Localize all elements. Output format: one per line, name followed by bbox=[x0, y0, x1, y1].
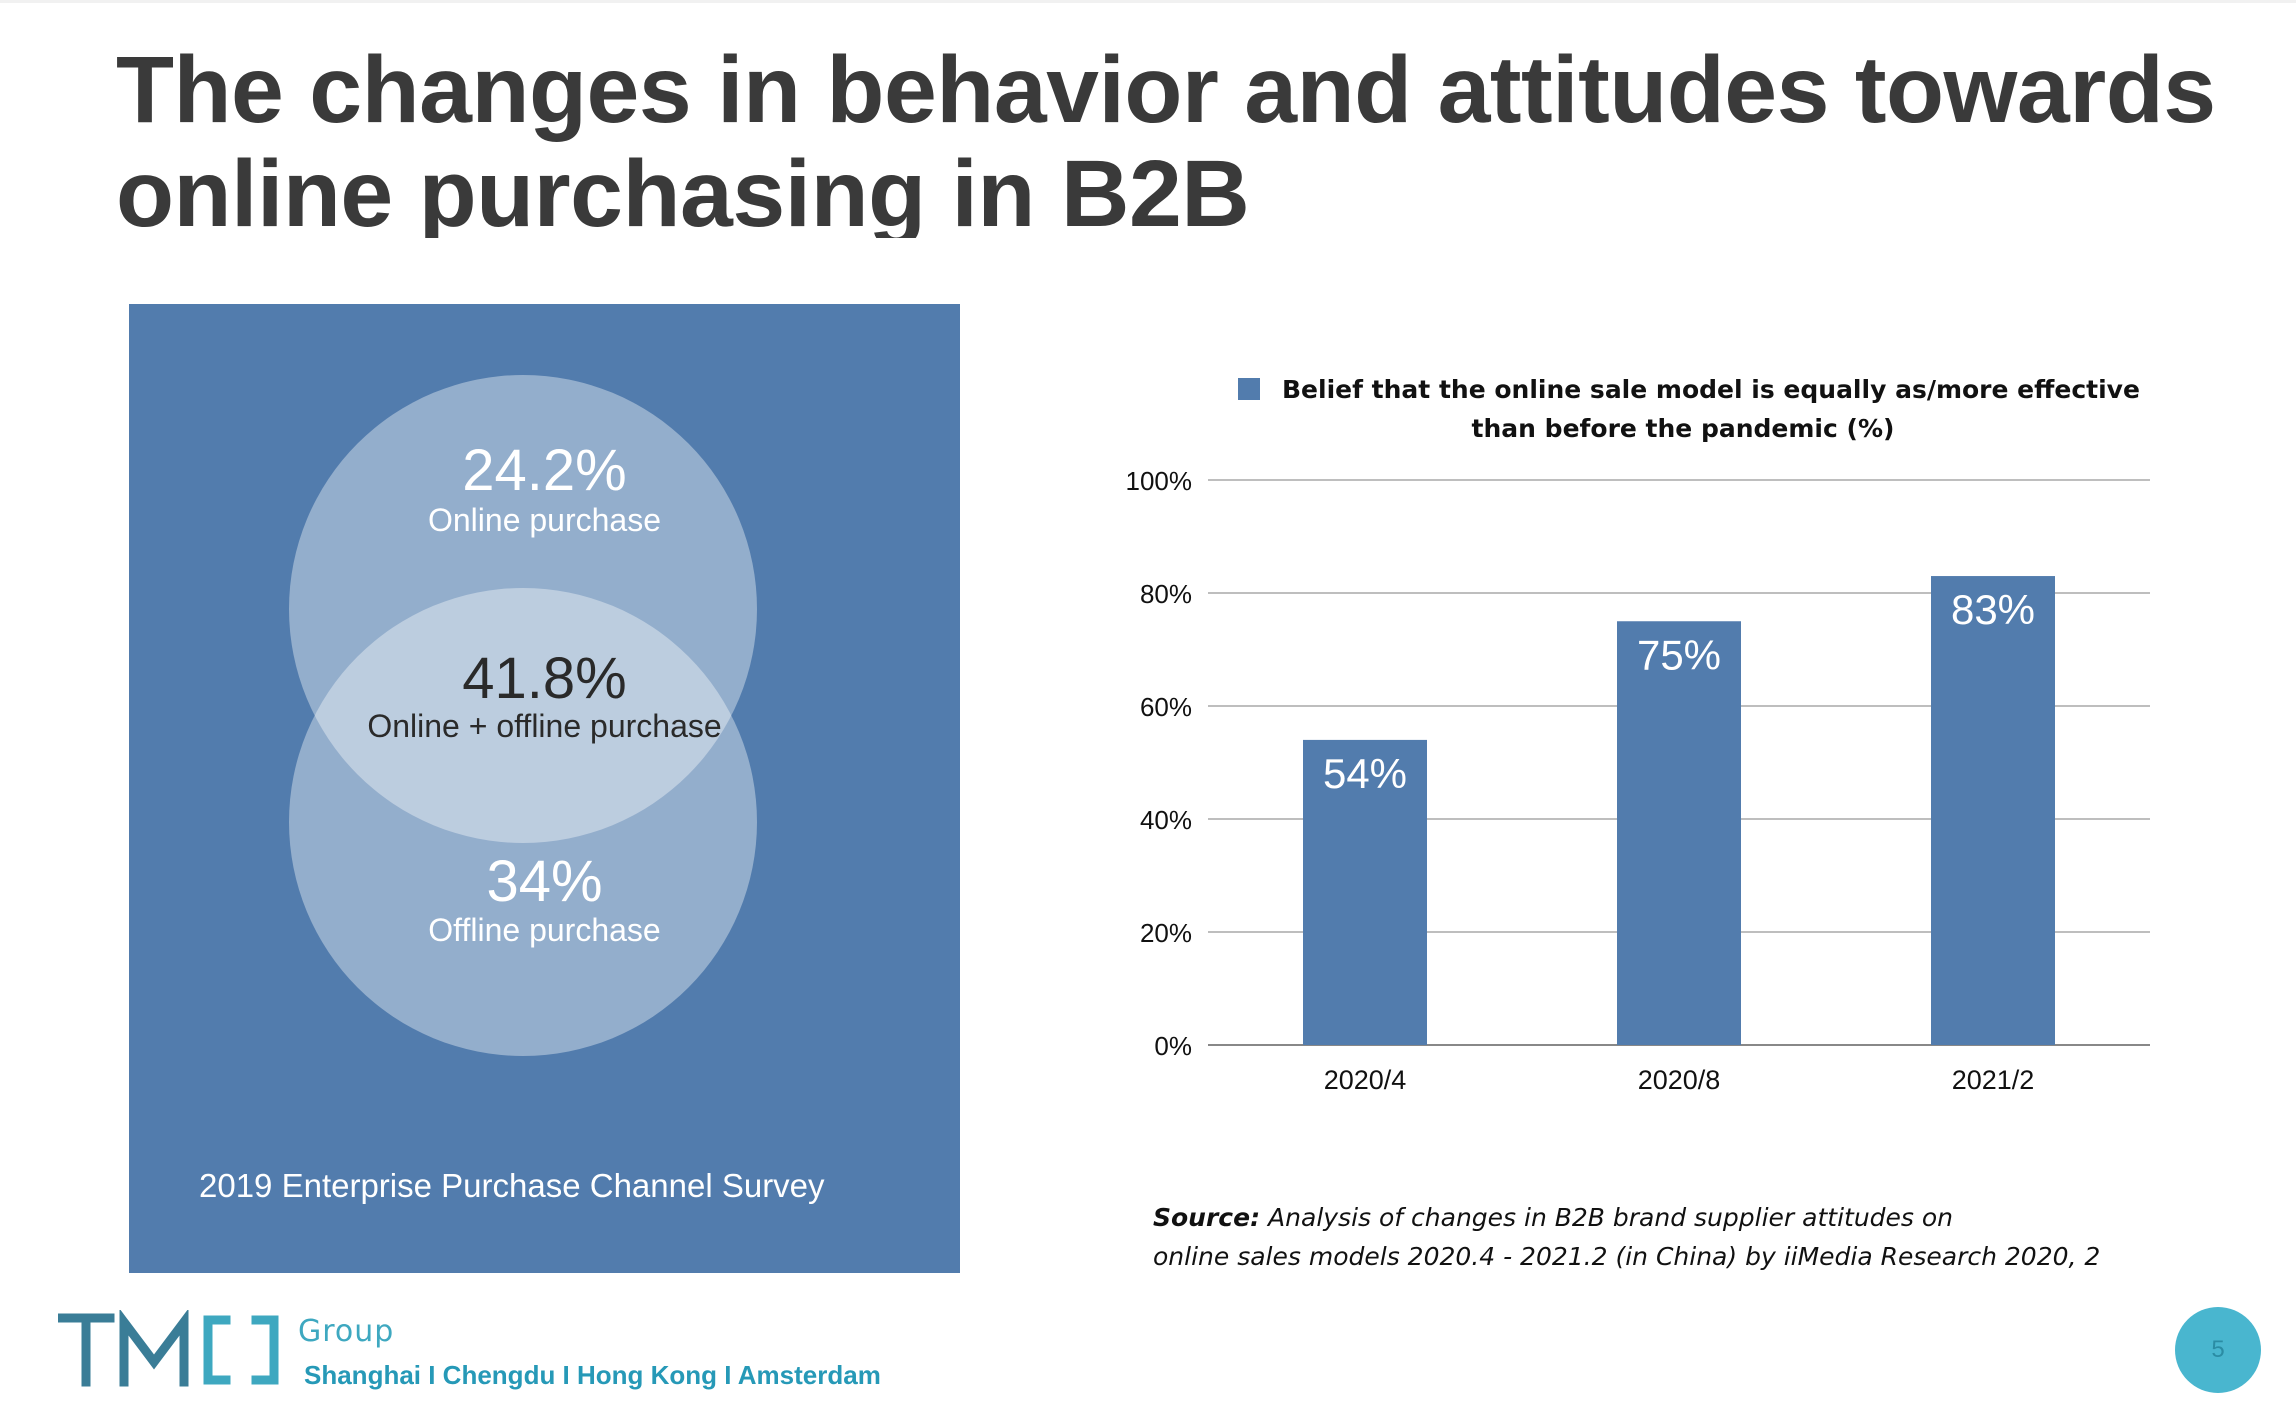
y-tick-label: 80% bbox=[1140, 579, 1192, 609]
slide-title-line-2: online purchasing in B2B bbox=[116, 141, 1250, 238]
venn-circle-online bbox=[289, 375, 757, 843]
legend-swatch bbox=[1238, 378, 1260, 400]
source-line-1: Analysis of changes in B2B brand supplie… bbox=[1268, 1203, 1954, 1232]
venn-both-value: 41.8% bbox=[462, 646, 627, 711]
office-locations: Shanghai I Chengdu I Hong Kong I Amsterd… bbox=[304, 1360, 881, 1390]
bar-value-label: 75% bbox=[1637, 631, 1721, 678]
source-label: Source: bbox=[1153, 1203, 1261, 1232]
y-tick-label: 60% bbox=[1140, 692, 1192, 722]
venn-offline-value: 34% bbox=[486, 849, 603, 914]
tmo-logo bbox=[58, 1310, 279, 1387]
logo-group-text: Group bbox=[298, 1314, 395, 1349]
source-note: Source: Analysis of changes in B2B brand… bbox=[1153, 1198, 2153, 1276]
venn-panel: 24.2% Online purchase 41.8% Online + off… bbox=[129, 304, 960, 1273]
venn-online-label: Online purchase bbox=[427, 502, 662, 538]
legend-line-1: Belief that the online sale model is equ… bbox=[1282, 375, 2140, 404]
venn-both-label: Online + offline purchase bbox=[367, 708, 722, 744]
bar-value-label: 83% bbox=[1951, 586, 2035, 633]
venn-online-value: 24.2% bbox=[462, 438, 627, 503]
source-line-2: online sales models 2020.4 - 2021.2 (in … bbox=[1153, 1242, 2101, 1271]
y-tick-label: 20% bbox=[1140, 918, 1192, 948]
venn-circle-offline bbox=[289, 588, 757, 1056]
survey-caption: 2019 Enterprise Purchase Channel Survey bbox=[199, 1167, 825, 1204]
bar bbox=[1931, 576, 2055, 1045]
legend-line-2: than before the pandemic (%) bbox=[1472, 414, 1895, 443]
y-tick-label: 40% bbox=[1140, 805, 1192, 835]
slide-title: The changes in behavior and attitudes to… bbox=[116, 38, 2216, 238]
x-tick-label: 2020/4 bbox=[1324, 1065, 1407, 1095]
page-number-badge: 5 bbox=[2175, 1307, 2261, 1393]
y-tick-label: 100% bbox=[1126, 466, 1193, 496]
chart-legend: Belief that the online sale model is equ… bbox=[1238, 375, 2140, 443]
venn-offline-label: Offline purchase bbox=[428, 912, 661, 948]
slide-title-line-1: The changes in behavior and attitudes to… bbox=[116, 38, 2216, 143]
bar bbox=[1303, 739, 1427, 1045]
bar bbox=[1617, 621, 1741, 1045]
y-tick-label: 0% bbox=[1154, 1031, 1192, 1061]
x-tick-label: 2021/2 bbox=[1952, 1065, 2035, 1095]
top-border bbox=[0, 0, 2296, 3]
bar-value-label: 54% bbox=[1323, 750, 1407, 797]
bar-chart: Belief that the online sale model is equ… bbox=[1126, 375, 2150, 1095]
x-tick-label: 2020/8 bbox=[1638, 1065, 1721, 1095]
